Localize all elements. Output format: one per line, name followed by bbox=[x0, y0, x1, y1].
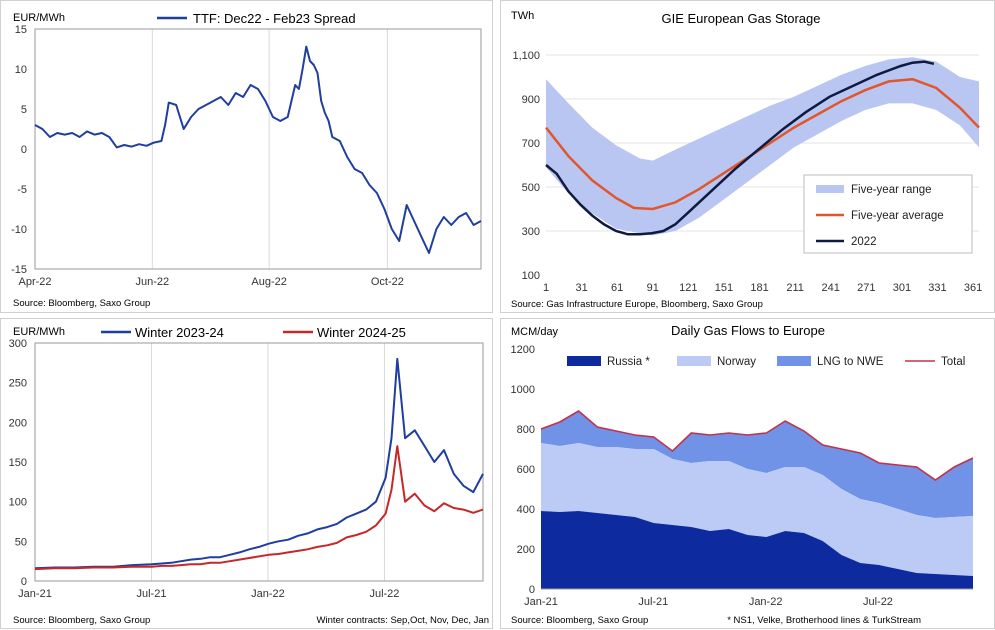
chart-title: Daily Gas Flows to Europe bbox=[671, 323, 825, 338]
x-tick-label: 271 bbox=[857, 282, 875, 294]
y-tick-label: -10 bbox=[11, 224, 27, 236]
winter-contracts-panel: EUR/MWh Winter 2023-24 Winter 2024-25 So… bbox=[0, 318, 493, 629]
legend-swatch-norway bbox=[677, 356, 711, 366]
winter-contracts-chart: EUR/MWh Winter 2023-24 Winter 2024-25 So… bbox=[9, 325, 489, 626]
x-tick-label: 121 bbox=[679, 282, 697, 294]
footnote: Winter contracts: Sep,Oct, Nov, Dec, Jan bbox=[317, 615, 489, 626]
legend-label-average: Five-year average bbox=[851, 210, 944, 222]
x-tick-label: 61 bbox=[611, 282, 623, 294]
x-tick-label: 181 bbox=[750, 282, 768, 294]
ttf-spread-chart: EUR/MWh TTF: Dec22 - Feb23 Spread Source… bbox=[11, 11, 482, 309]
y-tick-label: -5 bbox=[17, 184, 27, 196]
legend-swatch-lng bbox=[777, 356, 811, 366]
gas-storage-chart: TWh GIE European Gas Storage Source: Gas… bbox=[511, 10, 982, 310]
norway-area bbox=[541, 443, 973, 576]
y-tick-label: 800 bbox=[517, 424, 535, 436]
y-tick-label: 300 bbox=[9, 338, 27, 350]
x-tick-label: 241 bbox=[822, 282, 840, 294]
y-tick-label: 50 bbox=[15, 536, 27, 548]
x-tick-label: Oct-22 bbox=[371, 276, 404, 288]
winter-2023-24-line bbox=[34, 357, 484, 570]
y-tick-label: 300 bbox=[522, 226, 540, 238]
legend-label-russia: Russia * bbox=[607, 356, 650, 368]
gas-storage-panel: TWh GIE European Gas Storage Source: Gas… bbox=[500, 0, 995, 313]
source-note: Source: Bloomberg, Saxo Group bbox=[13, 298, 150, 309]
x-tick-label: Jan-22 bbox=[251, 588, 285, 600]
x-tick-label: Jan-22 bbox=[749, 596, 783, 608]
y-tick-label: 500 bbox=[522, 182, 540, 194]
y-axis-label: MCM/day bbox=[511, 326, 559, 338]
legend-label-winter-2023-24: Winter 2023-24 bbox=[135, 325, 224, 340]
legend-swatch-range bbox=[816, 185, 844, 193]
x-tick-label: 361 bbox=[964, 282, 982, 294]
y-tick-label: 1,100 bbox=[512, 50, 540, 62]
legend-label-total: Total bbox=[941, 356, 965, 368]
source-note: Source: Bloomberg, Saxo Group bbox=[511, 615, 648, 626]
russia-area bbox=[541, 511, 973, 589]
y-tick-label: 100 bbox=[9, 497, 27, 509]
ttf-spread-panel: EUR/MWh TTF: Dec22 - Feb23 Spread Source… bbox=[0, 0, 493, 313]
plot-frame bbox=[34, 28, 482, 270]
y-tick-label: 15 bbox=[15, 24, 27, 36]
x-tick-label: 301 bbox=[893, 282, 911, 294]
y-tick-label: 100 bbox=[522, 270, 540, 282]
legend-label-lng: LNG to NWE bbox=[817, 356, 884, 368]
y-tick-label: 250 bbox=[9, 378, 27, 390]
legend-swatch-russia bbox=[567, 356, 601, 366]
x-tick-label: Apr-22 bbox=[18, 276, 51, 288]
daily-gas-flows-chart: MCM/day Daily Gas Flows to Europe Source… bbox=[511, 323, 974, 626]
source-note: Source: Gas Infrastructure Europe, Bloom… bbox=[511, 299, 763, 310]
plot-frame bbox=[34, 342, 484, 582]
y-axis-label: EUR/MWh bbox=[13, 326, 65, 338]
y-tick-label: 1000 bbox=[511, 384, 535, 396]
y-tick-label: 200 bbox=[517, 544, 535, 556]
daily-gas-flows-panel: MCM/day Daily Gas Flows to Europe Source… bbox=[500, 318, 995, 629]
winter-2024-25-line bbox=[34, 445, 484, 571]
x-tick-label: 1 bbox=[543, 282, 549, 294]
y-tick-label: 150 bbox=[9, 457, 27, 469]
x-tick-label: 211 bbox=[786, 282, 804, 294]
x-tick-label: 91 bbox=[647, 282, 659, 294]
legend-label-norway: Norway bbox=[717, 356, 756, 368]
y-tick-label: 5 bbox=[21, 104, 27, 116]
x-tick-label: Jul-21 bbox=[136, 588, 166, 600]
chart-title: GIE European Gas Storage bbox=[662, 11, 821, 26]
y-tick-label: 400 bbox=[517, 504, 535, 516]
legend-label-range: Five-year range bbox=[851, 184, 932, 196]
x-tick-label: Jul-22 bbox=[369, 588, 399, 600]
footnote: * NS1, Velke, Brotherhood lines & TurkSt… bbox=[727, 615, 921, 626]
legend-label-2022: 2022 bbox=[851, 236, 877, 248]
current-year-2022-line bbox=[545, 60, 935, 236]
total-line bbox=[540, 410, 974, 481]
y-tick-label: 200 bbox=[9, 417, 27, 429]
x-tick-label: Jan-21 bbox=[18, 588, 52, 600]
source-note: Source: Bloomberg, Saxo Group bbox=[13, 615, 150, 626]
y-tick-label: 600 bbox=[517, 464, 535, 476]
y-axis-label: EUR/MWh bbox=[13, 12, 65, 24]
x-tick-label: Jul-22 bbox=[863, 596, 893, 608]
x-tick-label: 331 bbox=[928, 282, 946, 294]
y-tick-label: 900 bbox=[522, 94, 540, 106]
lng-to-nwe-area bbox=[541, 411, 973, 518]
y-tick-label: 0 bbox=[529, 584, 535, 596]
x-tick-label: Jul-21 bbox=[638, 596, 668, 608]
x-tick-label: Jan-21 bbox=[524, 596, 558, 608]
y-tick-label: 1200 bbox=[511, 344, 535, 356]
y-tick-label: 700 bbox=[522, 138, 540, 150]
y-tick-label: 0 bbox=[21, 576, 27, 588]
x-tick-label: Jun-22 bbox=[135, 276, 169, 288]
y-tick-label: 0 bbox=[21, 144, 27, 156]
legend-label-winter-2024-25: Winter 2024-25 bbox=[317, 325, 406, 340]
chart-title: TTF: Dec22 - Feb23 Spread bbox=[193, 11, 356, 26]
y-tick-label: 10 bbox=[15, 64, 27, 76]
x-tick-label: 31 bbox=[575, 282, 587, 294]
x-tick-label: Aug-22 bbox=[251, 276, 286, 288]
x-tick-label: 151 bbox=[715, 282, 733, 294]
spread-series-line bbox=[34, 45, 482, 254]
y-axis-label: TWh bbox=[511, 10, 534, 22]
y-tick-label: -15 bbox=[11, 264, 27, 276]
